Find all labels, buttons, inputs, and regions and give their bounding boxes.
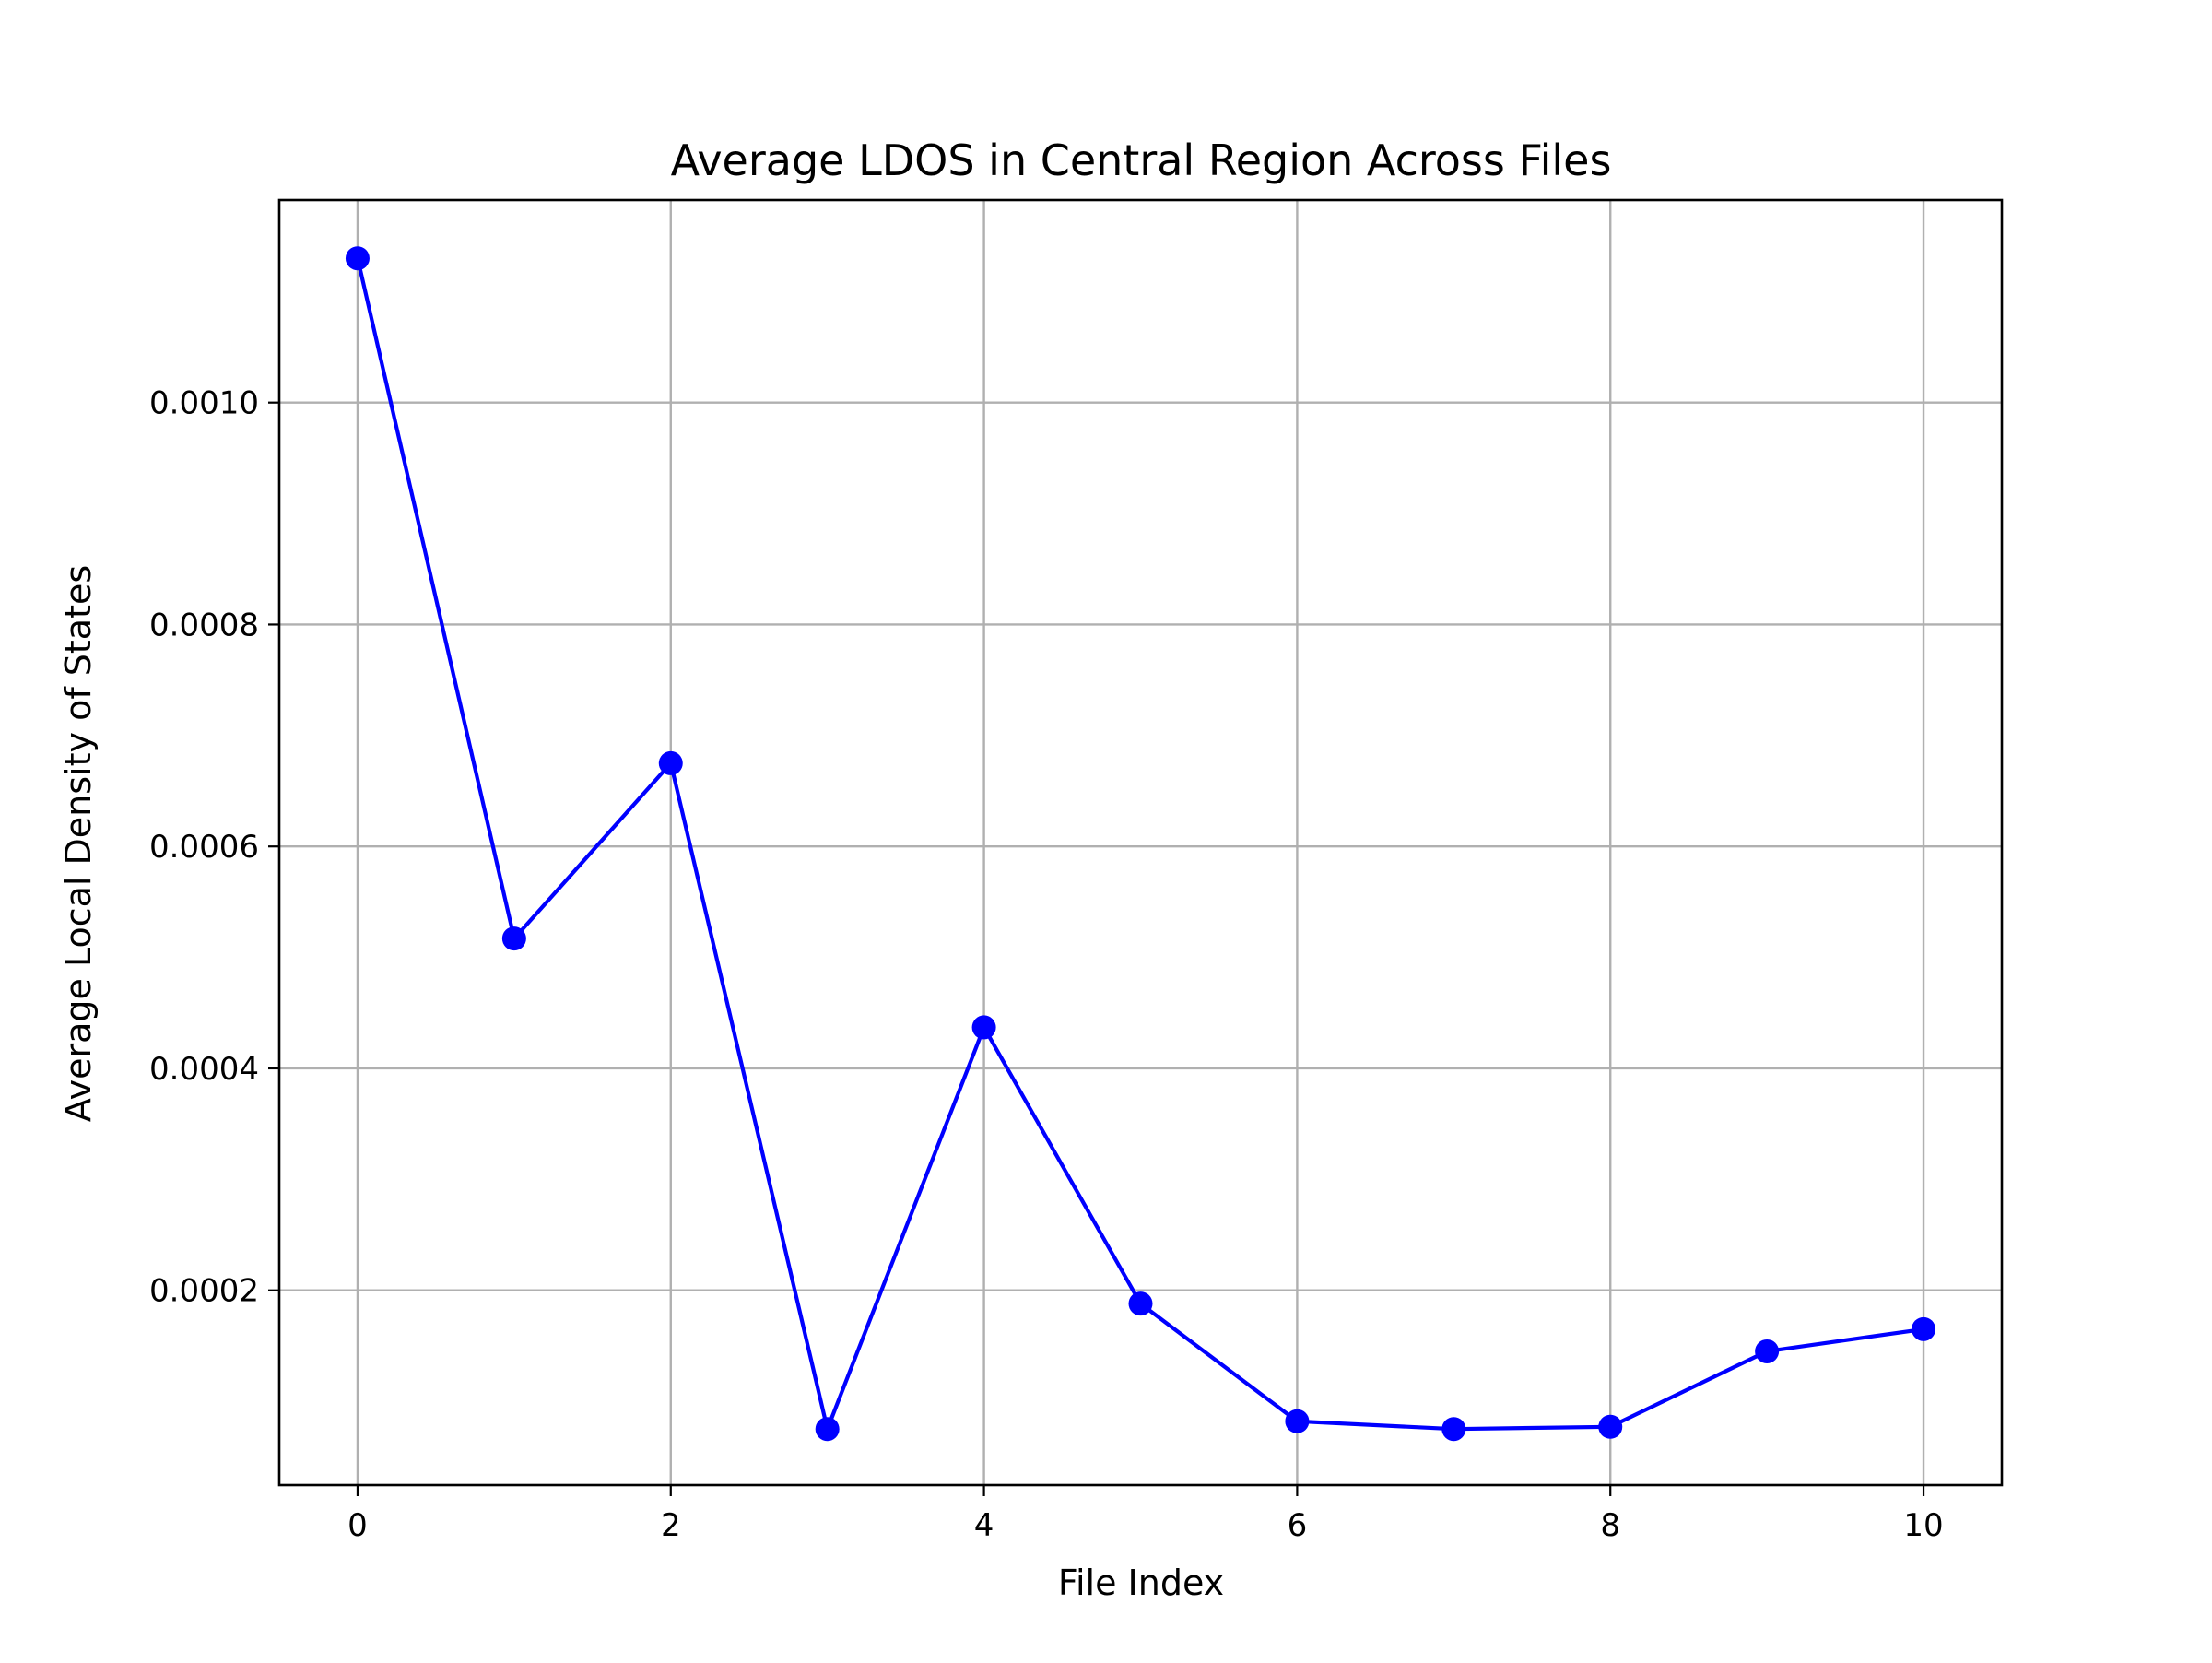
plot-frame [277,198,2004,1487]
y-tick-label: 0.0002 [149,1273,259,1310]
data-point [1441,1417,1466,1442]
chart-title: Average LDOS in Central Region Across Fi… [671,136,1612,185]
y-tick-label: 0.0008 [149,607,259,643]
data-point [658,750,683,775]
x-tick-label: 8 [1600,1507,1620,1544]
series-layer [345,246,1936,1442]
x-tick-label: 2 [661,1507,681,1544]
data-point [1285,1409,1310,1433]
x-axis-label: File Index [1058,1563,1224,1603]
x-tick-label: 6 [1288,1507,1308,1544]
y-axis-label: Average Local Density of States [58,565,99,1122]
data-point [345,246,370,271]
y-tick-label: 0.0004 [149,1051,259,1088]
data-point [1755,1339,1780,1363]
data-point [1912,1316,1936,1341]
x-tick-label: 0 [347,1507,368,1544]
x-tick-label: 4 [974,1507,994,1544]
y-tick-label: 0.0010 [149,385,259,422]
ticks: 0 2 4 6 8 10 0.0002 0.0004 0.0006 0.0008 0.0010 [149,385,1944,1544]
data-point [815,1417,840,1442]
x-tick-label: 10 [1903,1507,1943,1544]
data-point [1598,1414,1623,1439]
data-point [501,926,526,951]
y-tick-label: 0.0006 [149,829,259,866]
data-point [971,1015,996,1040]
data-point [1128,1291,1153,1316]
grid [279,200,2002,1485]
